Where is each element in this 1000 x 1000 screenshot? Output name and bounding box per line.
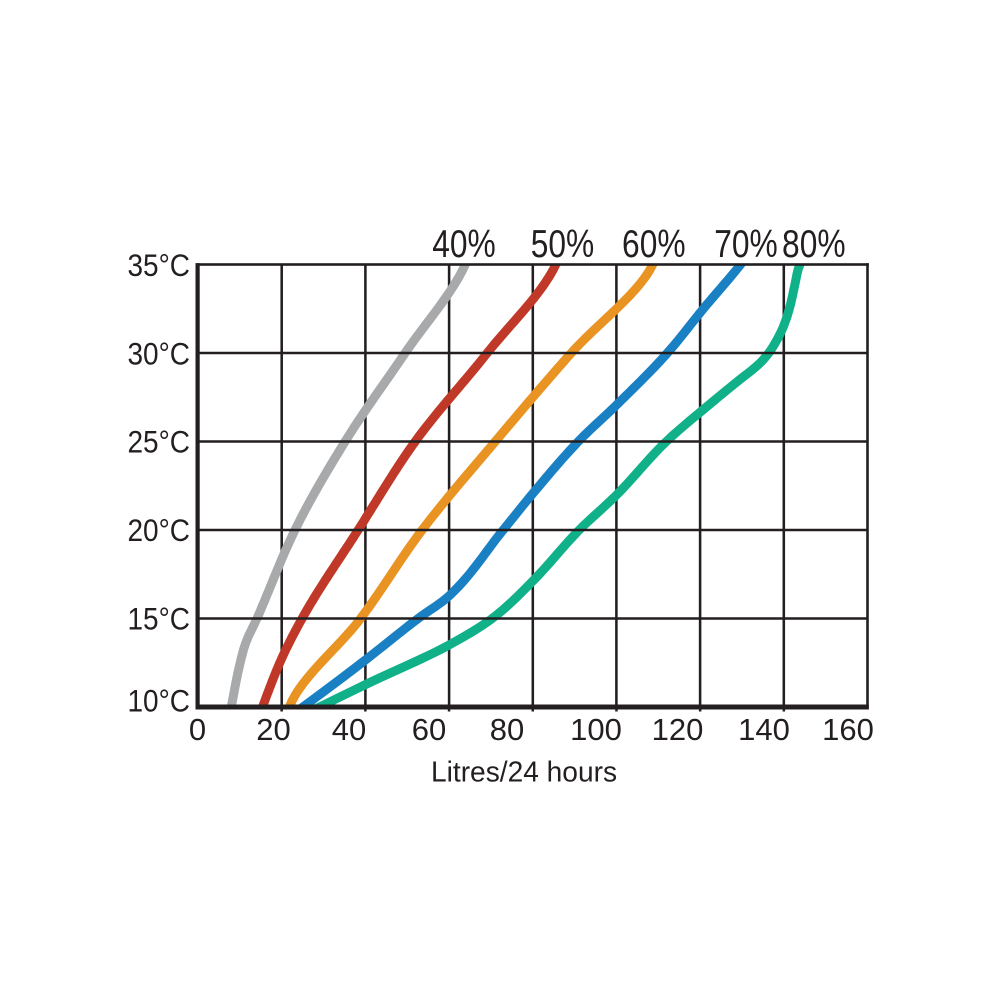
svg-text:60%: 60% [622, 223, 686, 266]
svg-text:30°C: 30°C [128, 335, 191, 371]
svg-text:80%: 80% [782, 223, 846, 266]
svg-text:25°C: 25°C [128, 424, 191, 460]
svg-text:40%: 40% [432, 223, 496, 266]
svg-text:Litres/24 hours: Litres/24 hours [431, 757, 617, 789]
svg-text:160: 160 [822, 712, 874, 747]
svg-text:80: 80 [490, 712, 524, 747]
svg-text:120: 120 [652, 712, 704, 747]
svg-text:100: 100 [570, 712, 622, 747]
svg-text:20: 20 [256, 712, 290, 747]
svg-text:0: 0 [189, 712, 206, 747]
svg-text:140: 140 [738, 712, 790, 747]
svg-text:10°C: 10°C [128, 683, 191, 719]
svg-text:20°C: 20°C [128, 512, 191, 548]
svg-text:35°C: 35°C [128, 247, 191, 283]
svg-text:50%: 50% [531, 223, 595, 266]
svg-text:15°C: 15°C [128, 600, 191, 636]
svg-text:70%: 70% [714, 223, 778, 266]
svg-text:60: 60 [412, 712, 446, 747]
svg-text:40: 40 [332, 712, 366, 747]
